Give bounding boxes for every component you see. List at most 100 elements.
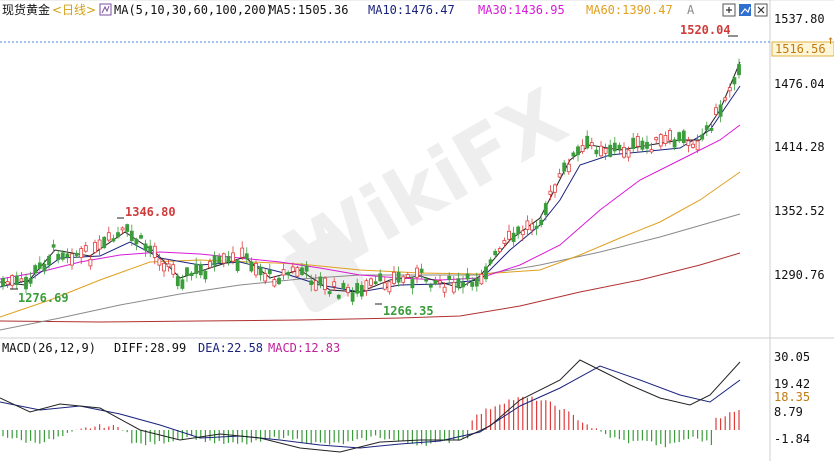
candle-body	[470, 281, 475, 287]
macd-diff-line	[0, 359, 741, 453]
ma200-line	[0, 252, 741, 323]
ma-params: MA(5,10,30,60,100,200)	[114, 3, 273, 17]
candle-body	[668, 130, 672, 141]
candle-body	[111, 238, 116, 242]
ma10-value: MA10:1476.47	[368, 3, 455, 17]
low-mid-label: 1266.35	[383, 304, 434, 318]
candle-body	[318, 276, 323, 286]
candle-body	[212, 255, 217, 266]
candle-body	[369, 278, 373, 286]
candle-body	[175, 276, 180, 287]
candle-body	[231, 252, 235, 262]
candle-body	[313, 280, 318, 291]
candle-body	[106, 232, 111, 241]
candle-body	[456, 278, 461, 288]
candle-body	[346, 286, 350, 293]
candle-body	[658, 134, 663, 147]
candle-body	[507, 230, 511, 240]
candle-body	[267, 269, 272, 275]
candle-body	[557, 173, 562, 178]
candle-body	[396, 271, 401, 283]
high-label: 1520.04	[680, 23, 731, 37]
price-arrow-marker: ↑	[827, 33, 834, 47]
candle-body	[258, 266, 263, 276]
candle-body	[451, 281, 456, 293]
candle-body	[405, 274, 410, 278]
candle-body	[341, 282, 346, 289]
candle-body	[24, 276, 28, 290]
candle-body	[548, 190, 553, 195]
candle-body	[134, 238, 139, 245]
candle-body	[585, 135, 590, 149]
candle-body	[56, 253, 61, 260]
candle-body	[530, 223, 534, 231]
macd-diff: DIFF:28.99	[114, 341, 186, 355]
macd-tick-5: -1.84	[774, 432, 810, 446]
candle-body	[663, 134, 668, 144]
candle-body	[525, 220, 530, 230]
candle-body	[93, 241, 97, 253]
candle-body	[125, 224, 130, 232]
candle-body	[350, 292, 355, 302]
candle-body	[33, 265, 38, 274]
candle-body	[428, 284, 433, 288]
candle-body	[382, 282, 387, 290]
macd-histogram	[2, 396, 740, 448]
instrument-name: 现货黄金	[2, 2, 50, 17]
candle-body	[97, 239, 102, 250]
candle-body	[571, 152, 576, 157]
candle-body	[226, 255, 231, 263]
candle-body	[608, 144, 613, 157]
candle-body	[5, 281, 10, 285]
price-annotations: 1520.04 1346.80 1276.69 1266.35	[10, 23, 738, 318]
candle-body	[139, 235, 143, 239]
plus-icon	[726, 7, 732, 13]
ma-toggle-icon[interactable]	[99, 3, 112, 16]
price-tick-4: 1352.52	[774, 204, 825, 218]
candle-body	[534, 225, 539, 229]
period-label: <日线>	[52, 3, 96, 17]
ma60-value: MA60:1390.47	[586, 3, 673, 17]
ma-toggle-glyph	[101, 5, 110, 14]
candle-body	[14, 275, 19, 285]
price-tick-1: 1537.80	[774, 12, 825, 26]
candle-body	[714, 107, 718, 115]
candle-body	[474, 278, 479, 287]
ma30-value: MA30:1436.95	[478, 3, 565, 17]
add-indicator-button[interactable]	[722, 3, 736, 17]
candle-body	[511, 232, 516, 242]
macd-dea: DEA:22.58	[198, 341, 263, 355]
candle-body	[304, 265, 309, 272]
candle-body	[640, 140, 645, 150]
candle-body	[580, 145, 585, 152]
candle-body	[143, 243, 148, 251]
candle-body	[635, 136, 640, 147]
candle-body	[129, 230, 134, 241]
candle-body	[65, 253, 70, 258]
candle-body	[497, 248, 502, 252]
candle-body	[543, 203, 548, 216]
macd-tick-3: 18.35	[774, 390, 810, 404]
chart-type-button[interactable]	[739, 4, 751, 16]
candle-body	[392, 271, 396, 284]
close-panel-button[interactable]	[754, 3, 768, 17]
candle-body	[221, 253, 226, 264]
candle-body	[83, 245, 88, 252]
macd-tick-1: 30.05	[774, 350, 810, 364]
candle-body	[28, 278, 33, 284]
ma60-line	[0, 171, 741, 318]
candle-body	[47, 255, 51, 266]
candle-body	[332, 281, 337, 287]
candle-body	[479, 273, 484, 285]
current-price-value: 1516.56	[775, 42, 826, 56]
candle-body	[309, 280, 314, 285]
macd-value: MACD:12.83	[268, 341, 340, 355]
macd-tick-2: 19.42	[774, 377, 810, 391]
macd-axis: 30.05 19.42 18.35 8.79 -1.84	[774, 350, 810, 446]
low-left-label: 1276.69	[18, 291, 69, 305]
candle-body	[626, 149, 631, 158]
candle-body	[240, 247, 245, 258]
candle-body	[1, 277, 5, 287]
candle-body	[709, 127, 714, 131]
candle-body	[79, 248, 84, 258]
